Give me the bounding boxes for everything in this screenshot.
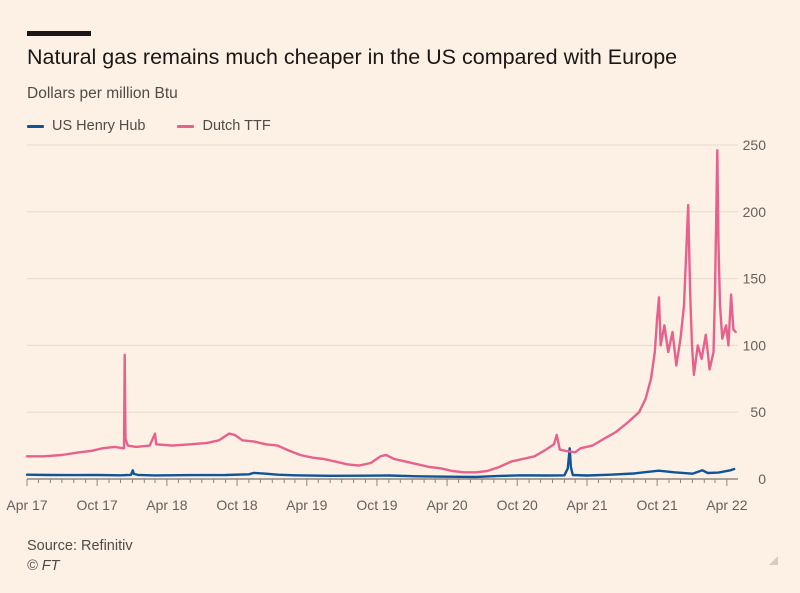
ft-credit: © FT xyxy=(27,558,60,574)
y-tick-label: 200 xyxy=(743,204,767,220)
resize-handle-icon xyxy=(769,556,778,565)
x-tick-label: Apr 22 xyxy=(706,497,747,513)
series-line-dutch-ttf xyxy=(25,149,737,474)
x-tick-label: Oct 18 xyxy=(216,497,257,513)
legend-label-dutch-ttf: Dutch TTF xyxy=(202,118,271,134)
legend-swatch-henry-hub xyxy=(27,124,44,128)
x-tick-label: Oct 20 xyxy=(497,497,538,513)
chart-legend: US Henry Hub Dutch TTF xyxy=(27,118,303,134)
x-tick-label: Apr 21 xyxy=(566,497,607,513)
x-tick-label: Oct 19 xyxy=(356,497,397,513)
x-tick-label: Apr 20 xyxy=(426,497,467,513)
x-tick-label: Oct 21 xyxy=(637,497,678,513)
legend-label-henry-hub: US Henry Hub xyxy=(52,118,146,134)
x-tick-label: Oct 17 xyxy=(77,497,118,513)
series-line-henry-hub xyxy=(25,447,736,479)
y-tick-label: 150 xyxy=(743,271,767,287)
x-tick-label: Apr 17 xyxy=(6,497,47,513)
legend-item-henry-hub: US Henry Hub xyxy=(27,118,145,134)
y-tick-label: 50 xyxy=(750,404,766,420)
x-tick-label: Apr 19 xyxy=(286,497,327,513)
y-tick-label: 0 xyxy=(758,471,766,487)
source-note: Source: Refinitiv xyxy=(27,538,133,554)
y-tick-label: 250 xyxy=(743,137,767,153)
title-accent-bar xyxy=(27,31,91,36)
chart-title: Natural gas remains much cheaper in the … xyxy=(27,45,678,69)
x-tick-label: Apr 18 xyxy=(146,497,187,513)
legend-item-dutch-ttf: Dutch TTF xyxy=(177,118,271,134)
chart-subtitle: Dollars per million Btu xyxy=(27,85,178,102)
legend-swatch-dutch-ttf xyxy=(177,124,195,128)
y-tick-label: 100 xyxy=(743,337,767,353)
